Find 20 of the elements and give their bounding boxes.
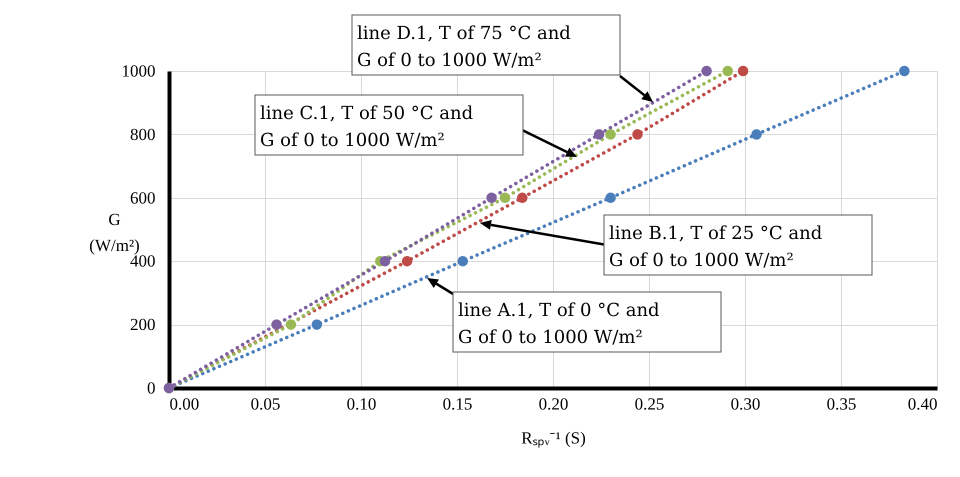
annotation: line C.1, T of 50 °C and G of 0 to 1000 W/m² [260,103,474,151]
x-tick-label: 0.35 [826,394,856,414]
y-tick-label: 600 [130,188,156,208]
x-tick-label: 0.30 [730,394,760,414]
y-tick-label: 800 [130,124,156,144]
x-tick-label: 0.20 [538,394,568,414]
y-tick-label: 1000 [122,62,156,80]
annotation: line B.1, T of 25 °C and G of 0 to 1000 W/m² [609,223,822,271]
text: line D.1, T of 75 °C and G of 0 to 1000 W/m² [357,23,571,71]
x-tick-label: 0.00 [170,394,200,414]
x-tick-label: 0.25 [634,394,664,414]
y-axis-title: G (W/m²) [89,210,140,255]
x-axis-title: Rₛₚᵥ⁻¹ (S) [521,428,586,448]
x-tick-label: 0.15 [442,394,472,414]
annotation: line A.1, T of 0 °C and G of 0 to 1000 W/m² [458,300,660,348]
y-tick-label: 0 [147,378,156,398]
x-tick-label: 0.10 [346,394,376,414]
x-tick-label: 0.05 [250,394,280,414]
x-tick-label: 0.40 [908,394,938,414]
y-tick-label: 200 [130,315,156,334]
